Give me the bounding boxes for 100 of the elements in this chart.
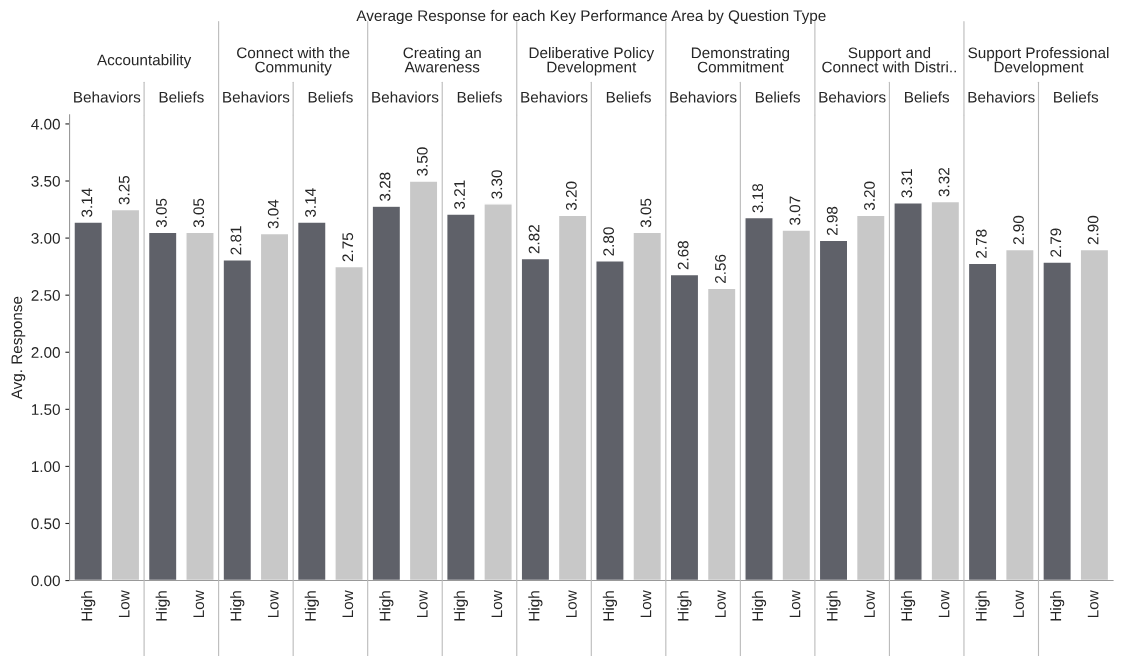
bar [893, 202, 923, 581]
bar [706, 287, 737, 581]
x-tick-label: Low [342, 590, 354, 618]
data-label: 2.75 [342, 232, 354, 262]
data-label: 3.20 [864, 181, 875, 211]
chart-title: Average Response for each Key Performance Area by Question Type [356, 9, 826, 25]
x-tick-label: High [528, 591, 543, 621]
bar [483, 203, 513, 581]
data-label: 3.04 [267, 199, 279, 229]
data-label: 3.31 [901, 169, 913, 198]
x-tick-label: Low [417, 590, 428, 618]
x-tick-label: Low [1087, 590, 1099, 618]
text: Beliefs [457, 91, 502, 103]
x-tick-label: High [155, 591, 170, 621]
bar [147, 231, 178, 581]
bar [110, 208, 141, 581]
x-tick-label: Low [491, 590, 503, 618]
text: Demonstrating Commitment [691, 47, 790, 73]
data-label: 3.18 [752, 183, 764, 213]
text: Behaviors [223, 91, 290, 103]
bar [73, 221, 104, 581]
data-label: 2.56 [715, 254, 726, 283]
x-tick-label: High [1050, 591, 1065, 621]
x-tick-label: Low [1013, 590, 1024, 618]
y-tick-label: 2.00 [31, 347, 60, 358]
y-tick-label: 1.00 [31, 461, 60, 473]
x-tick-label: Low [193, 590, 205, 618]
data-label: 2.90 [1013, 215, 1024, 245]
x-tick-label: Low [789, 590, 801, 618]
text: Beliefs [159, 91, 204, 103]
x-tick-label: High [81, 591, 96, 621]
y-tick-label: 4.00 [31, 118, 60, 130]
x-tick-label: High [230, 591, 245, 621]
x-tick-label: Low [267, 590, 279, 618]
text: Behaviors [819, 91, 886, 103]
bar [334, 265, 364, 581]
data-label: 3.30 [491, 170, 503, 199]
y-tick-label: 3.50 [31, 175, 60, 187]
bar [222, 259, 253, 581]
data-label: 2.79 [1050, 228, 1062, 257]
text: Accountability [97, 54, 192, 69]
bar [557, 214, 588, 581]
text: Beliefs [1054, 91, 1099, 103]
data-label: 3.32 [938, 168, 950, 197]
x-tick-label: High [751, 591, 767, 621]
data-label: 3.05 [640, 198, 652, 228]
x-tick-label: Low [640, 590, 652, 618]
bar [259, 232, 290, 581]
text: Beliefs [755, 91, 800, 103]
x-tick-label: High [602, 591, 618, 621]
bar [296, 221, 327, 581]
x-tick-label: Low [566, 590, 577, 618]
text: Connect with the Community [237, 47, 350, 76]
text: Behaviors [670, 91, 737, 103]
bar [1042, 261, 1072, 581]
bar [930, 200, 961, 581]
text: Support Professional Development [968, 47, 1109, 76]
y-tick-label: 3.00 [31, 232, 60, 244]
data-label: 3.28 [379, 172, 391, 201]
data-label: 2.82 [528, 225, 540, 254]
text: Creating an Awareness [403, 47, 481, 73]
x-tick-label: Low [118, 590, 130, 618]
data-label: 3.25 [118, 175, 130, 205]
text: Behaviors [372, 91, 439, 103]
data-label: 3.05 [156, 198, 167, 228]
text: Behaviors [521, 91, 588, 103]
x-tick-label: High [304, 591, 319, 621]
x-tick-label: High [900, 591, 916, 621]
bar [967, 262, 998, 581]
x-tick-label: Low [864, 590, 875, 618]
text: Beliefs [606, 91, 651, 103]
data-label: 3.20 [565, 181, 577, 211]
x-tick-label: Low [938, 590, 950, 618]
bar [1079, 248, 1110, 581]
data-label: 3.14 [305, 188, 316, 217]
x-tick-label: High [975, 591, 990, 621]
bar [855, 214, 886, 581]
y-axis-title: Avg. Response [11, 296, 26, 400]
bar [818, 239, 849, 581]
y-tick-label: 0.00 [31, 575, 60, 587]
data-label: 3.07 [789, 196, 801, 225]
x-tick-label: High [826, 591, 841, 621]
data-label: 2.90 [1087, 215, 1099, 245]
data-label: 3.14 [81, 188, 93, 217]
bar [408, 180, 439, 581]
bar [744, 216, 774, 581]
text: Beliefs [308, 91, 353, 103]
data-label: 2.78 [975, 229, 987, 258]
data-label: 2.81 [230, 226, 242, 255]
data-label: 2.98 [826, 206, 838, 236]
bar [446, 213, 476, 581]
bar [1005, 248, 1035, 581]
text: Support and Connect with Distri.. [822, 47, 956, 73]
text: Behaviors [968, 91, 1035, 103]
data-label: 3.50 [416, 147, 428, 176]
data-label: 2.68 [677, 240, 689, 270]
x-tick-label: High [677, 591, 692, 621]
x-tick-label: Low [715, 590, 726, 618]
bar [185, 231, 215, 581]
data-label: 3.05 [193, 198, 205, 228]
